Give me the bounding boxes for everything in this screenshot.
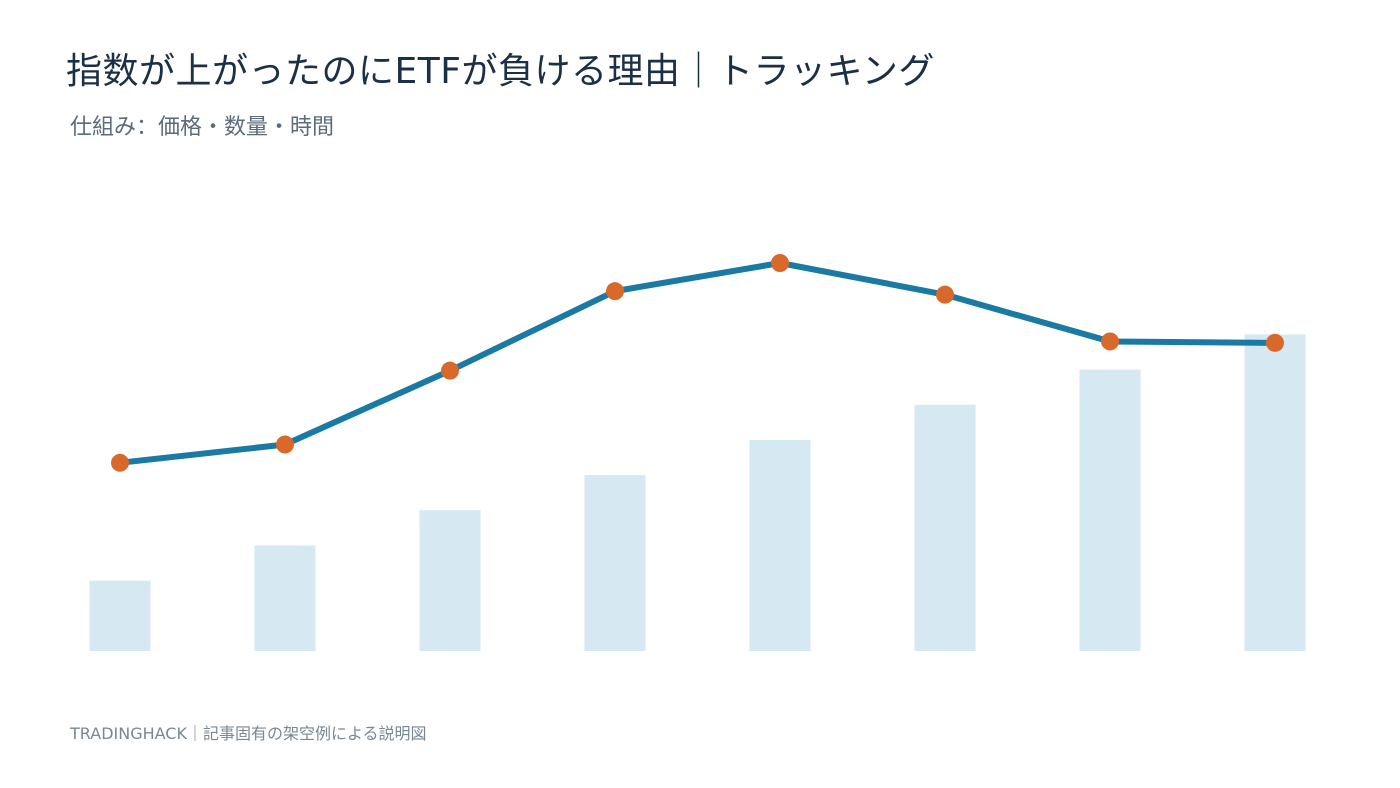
bar-6 <box>914 404 976 651</box>
line-markers <box>111 254 1284 472</box>
line-series <box>117 260 1278 466</box>
line-point-7 <box>1101 332 1119 351</box>
line-point-6 <box>936 285 954 304</box>
line-point-2 <box>276 435 294 454</box>
line-point-8 <box>1266 333 1284 352</box>
line-point-5 <box>771 254 789 272</box>
bar-2 <box>254 545 316 651</box>
chart-title: 指数が上がったのにETFが負ける理由｜トラッキング <box>66 51 935 92</box>
bar-series <box>89 334 1306 651</box>
bar-1 <box>89 580 151 651</box>
footer-credit: TRADINGHACK｜記事固有の架空例による説明図 <box>70 724 427 743</box>
chart-subtitle: 仕組み：価格・数量・時間 <box>70 115 335 140</box>
bar-3 <box>419 510 481 651</box>
line-point-3 <box>441 361 459 380</box>
line-point-1 <box>111 453 129 472</box>
bar-8 <box>1244 334 1306 651</box>
bar-5 <box>749 439 811 651</box>
bar-4 <box>584 475 646 651</box>
line-path <box>117 260 1278 466</box>
bar-7 <box>1079 369 1141 651</box>
line-point-4 <box>606 282 624 301</box>
